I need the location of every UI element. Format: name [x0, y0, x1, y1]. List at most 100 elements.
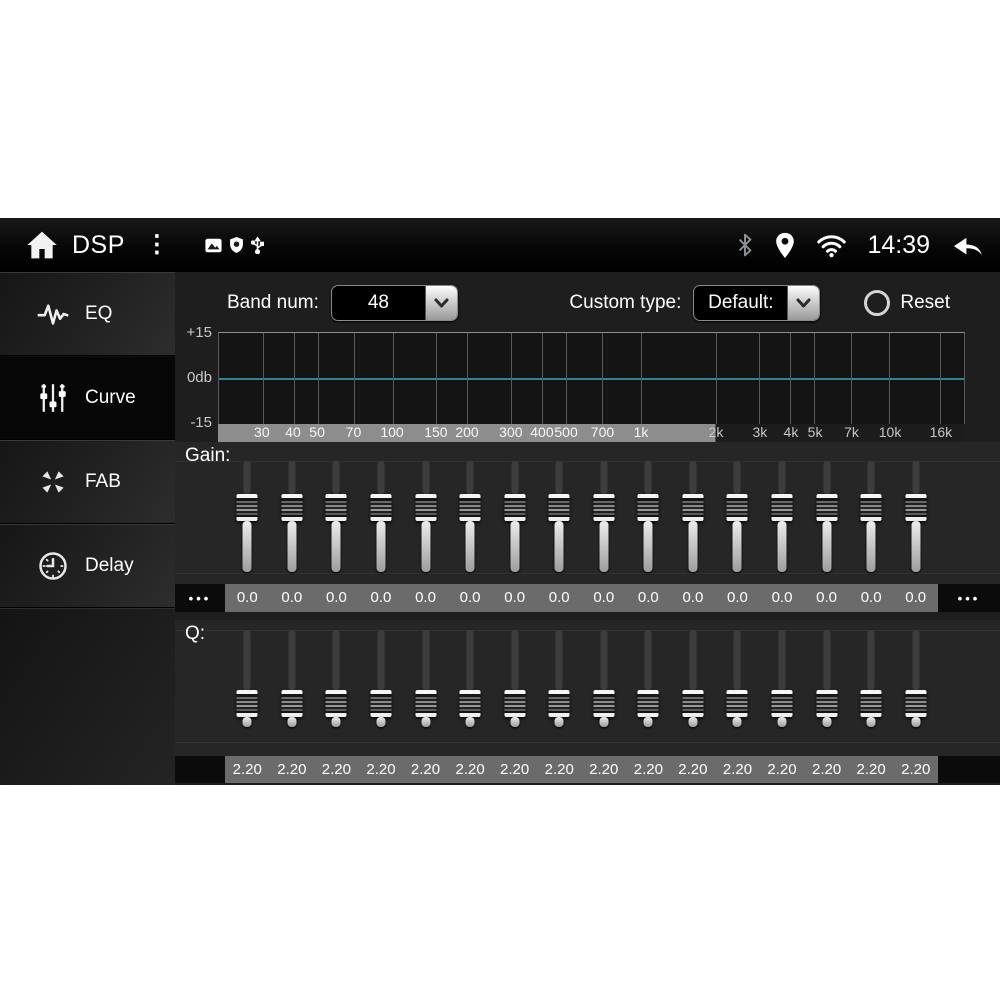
- slider-thumb[interactable]: [860, 690, 882, 717]
- gain-value-bar: 0.0 0.0 0.0 0.0 0.0 0.0 0.0 0.0 0.0 0.0 0.0 0.0 0.0 0…: [225, 584, 938, 612]
- q-slider[interactable]: [760, 628, 805, 740]
- gain-slider[interactable]: [715, 458, 760, 575]
- gain-value: 0.0: [771, 589, 793, 606]
- home-icon[interactable]: [26, 230, 58, 260]
- slider-thumb[interactable]: [236, 690, 258, 717]
- location-icon[interactable]: [774, 232, 796, 259]
- chevron-down-icon[interactable]: [424, 286, 457, 320]
- slider-thumb[interactable]: [370, 494, 392, 521]
- chevron-down-icon[interactable]: [787, 286, 820, 320]
- q-row-right-spacer: [938, 756, 1000, 783]
- slider-thumb[interactable]: [682, 494, 704, 521]
- slider-thumb[interactable]: [905, 690, 927, 717]
- slider-thumb[interactable]: [415, 494, 437, 521]
- gain-value: 0.0: [682, 589, 704, 606]
- slider-thumb[interactable]: [415, 690, 437, 717]
- slider-thumb[interactable]: [860, 494, 882, 521]
- sidebar-item-delay[interactable]: Delay: [0, 524, 175, 608]
- slider-track: [555, 461, 563, 494]
- gain-value: 0.0: [236, 589, 258, 606]
- q-slider[interactable]: [582, 628, 627, 740]
- sidebar-item-curve[interactable]: Curve: [0, 356, 175, 440]
- slider-thumb[interactable]: [816, 690, 838, 717]
- sidebar-item-eq[interactable]: EQ: [0, 272, 175, 356]
- gain-slider[interactable]: [671, 458, 716, 575]
- slider-thumb[interactable]: [726, 494, 748, 521]
- band-num-dropdown[interactable]: 48: [330, 285, 458, 321]
- head-unit-screen: DSP ⋮: [0, 218, 1000, 785]
- q-value: 2.20: [589, 761, 619, 778]
- q-slider[interactable]: [270, 628, 315, 740]
- gain-slider[interactable]: [804, 458, 849, 575]
- gain-slider[interactable]: [537, 458, 582, 575]
- gain-slider[interactable]: [760, 458, 805, 575]
- slider-thumb[interactable]: [325, 494, 347, 521]
- gain-slider[interactable]: [448, 458, 493, 575]
- gain-slider[interactable]: [314, 458, 359, 575]
- gain-slider[interactable]: [270, 458, 315, 575]
- q-slider[interactable]: [849, 628, 894, 740]
- slider-thumb[interactable]: [325, 690, 347, 717]
- gain-slider[interactable]: [403, 458, 448, 575]
- slider-thumb[interactable]: [816, 494, 838, 521]
- q-slider[interactable]: [403, 628, 448, 740]
- more-bands-right-icon[interactable]: •••: [957, 590, 981, 606]
- overflow-menu-icon[interactable]: ⋮: [144, 231, 169, 258]
- q-slider[interactable]: [804, 628, 849, 740]
- q-slider[interactable]: [314, 628, 359, 740]
- slider-thumb[interactable]: [504, 690, 526, 717]
- slider-thumb[interactable]: [726, 690, 748, 717]
- gain-slider[interactable]: [626, 458, 671, 575]
- gain-slider[interactable]: [582, 458, 627, 575]
- slider-thumb[interactable]: [771, 494, 793, 521]
- q-slider[interactable]: [225, 628, 270, 740]
- clock-icon: [36, 551, 70, 581]
- slider-thumb[interactable]: [548, 690, 570, 717]
- slider-thumb[interactable]: [682, 690, 704, 717]
- slider-track-fill: [911, 717, 921, 727]
- y-tick-min: -15: [190, 414, 212, 431]
- slider-thumb[interactable]: [593, 494, 615, 521]
- gain-slider[interactable]: [492, 458, 537, 575]
- slider-thumb[interactable]: [504, 494, 526, 521]
- reset-radio[interactable]: [864, 290, 891, 316]
- slider-thumb[interactable]: [637, 690, 659, 717]
- q-slider[interactable]: [492, 628, 537, 740]
- eq-plot-area[interactable]: [218, 332, 965, 424]
- q-slider[interactable]: [626, 628, 671, 740]
- slider-thumb[interactable]: [281, 494, 303, 521]
- gain-slider[interactable]: [359, 458, 404, 575]
- slider-thumb[interactable]: [370, 690, 392, 717]
- slider-thumb[interactable]: [236, 494, 258, 521]
- gain-slider[interactable]: [225, 458, 270, 575]
- q-slider[interactable]: [671, 628, 716, 740]
- more-bands-left-icon[interactable]: •••: [188, 590, 212, 606]
- slider-thumb[interactable]: [548, 494, 570, 521]
- slider-thumb[interactable]: [771, 690, 793, 717]
- slider-thumb[interactable]: [459, 690, 481, 717]
- q-value: 2.20: [678, 761, 708, 778]
- slider-track-fill: [732, 521, 742, 572]
- slider-track-fill: [465, 521, 475, 572]
- slider-track: [644, 630, 652, 690]
- q-slider[interactable]: [537, 628, 582, 740]
- sidebar-item-fab[interactable]: FAB: [0, 440, 175, 524]
- slider-track: [288, 630, 296, 690]
- slider-thumb[interactable]: [459, 494, 481, 521]
- q-slider[interactable]: [359, 628, 404, 740]
- slider-thumb[interactable]: [905, 494, 927, 521]
- slider-thumb[interactable]: [281, 690, 303, 717]
- gain-slider[interactable]: [893, 458, 938, 575]
- slider-thumb[interactable]: [593, 690, 615, 717]
- custom-type-dropdown[interactable]: Default:: [693, 285, 821, 321]
- bluetooth-icon[interactable]: [736, 232, 754, 258]
- gain-slider[interactable]: [849, 458, 894, 575]
- slider-thumb[interactable]: [637, 494, 659, 521]
- q-slider[interactable]: [893, 628, 938, 740]
- q-slider[interactable]: [448, 628, 493, 740]
- slider-track: [733, 461, 741, 494]
- wifi-icon[interactable]: [816, 233, 847, 258]
- q-slider[interactable]: [715, 628, 760, 740]
- status-bar: DSP ⋮: [0, 218, 1000, 272]
- back-icon[interactable]: [950, 232, 984, 258]
